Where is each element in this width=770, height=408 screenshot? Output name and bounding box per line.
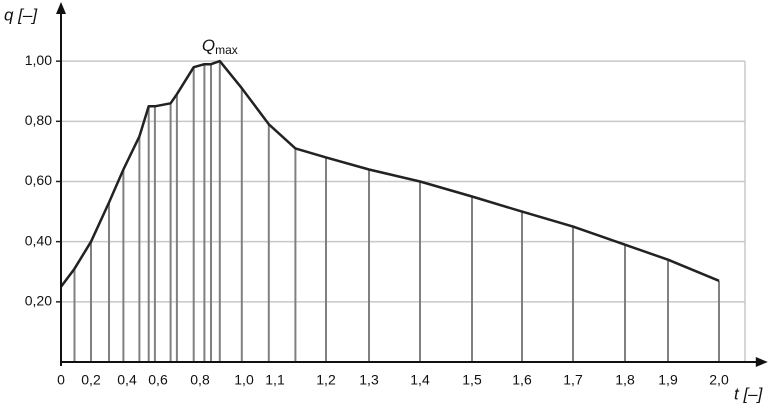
x-tick-label: 1,4 [410,372,430,388]
x-tick-label: 1,3 [359,372,379,388]
data-line [59,59,720,288]
y-tick-label: 0,80 [25,112,52,128]
y-axis-title: q [–] [4,5,38,24]
x-tick-label: 0,4 [117,372,137,388]
x-tick-label: 1,1 [265,372,285,388]
x-tick-label: 0,6 [148,372,168,388]
x-axis-title: t [–] [734,384,764,403]
x-tick-label: 1,9 [658,372,678,388]
x-tick-label: 1,8 [615,372,635,388]
annotation: Qmax [202,37,238,58]
x-axis-arrow [755,357,768,367]
x-tick-label: 0,8 [190,372,210,388]
x-tick-label: 1,2 [316,372,336,388]
x-tick-label: 1,6 [512,372,532,388]
annotation-main: Q [202,37,215,56]
x-tick-label: 1,5 [462,372,482,388]
annotation-subscript: max [215,43,238,57]
y-tick-label: 0,40 [25,232,52,248]
x-tick-label: 1,0 [234,372,254,388]
x-tick-label: 0 [57,372,65,388]
y-axis-arrow [56,2,66,14]
y-tick-label: 1,00 [25,52,52,68]
x-tick-label: 2,0 [709,372,729,388]
x-tick-label: 0,2 [81,372,101,388]
x-tick-label: 1,7 [563,372,583,388]
y-tick-label: 0,20 [25,293,52,309]
y-tick-label: 0,60 [25,172,52,188]
